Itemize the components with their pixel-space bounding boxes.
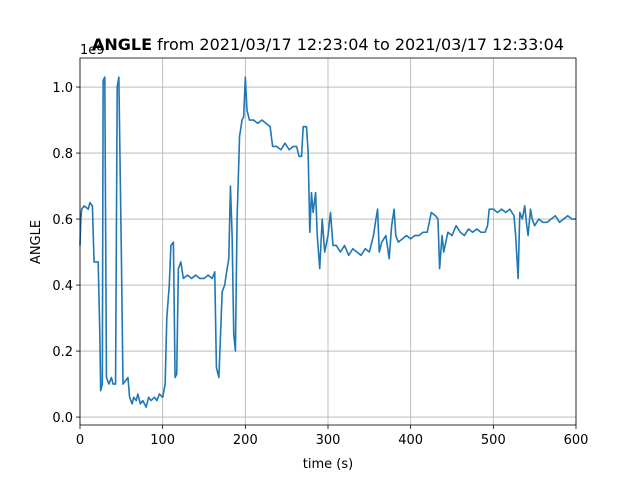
- title-bold: ANGLE: [92, 35, 152, 54]
- x-tick-label: 600: [564, 433, 589, 448]
- y-tick-label: 1.0: [52, 81, 73, 96]
- x-tick-label: 500: [481, 433, 506, 448]
- x-tick-label: 400: [398, 433, 423, 448]
- data-line: [79, 76, 576, 408]
- plot-frame: [79, 57, 577, 426]
- x-tick-label: 200: [233, 433, 258, 448]
- x-axis-label: time (s): [303, 457, 353, 472]
- y-tick-label: 0.8: [52, 147, 73, 162]
- y-offset-text: 1e9: [80, 43, 105, 58]
- y-axis-label: ANGLE: [29, 220, 44, 264]
- y-tick-label: 0.2: [52, 345, 73, 360]
- chart-title: ANGLE from 2021/03/17 12:23:04 to 2021/0…: [92, 35, 564, 54]
- title-rest: from 2021/03/17 12:23:04 to 2021/03/17 1…: [157, 35, 564, 54]
- y-tick-label: 0.6: [52, 213, 73, 228]
- x-tick-label: 0: [76, 433, 84, 448]
- x-tick-label: 300: [316, 433, 341, 448]
- y-tick-label: 0.4: [52, 279, 73, 294]
- y-tick-label: 0.0: [52, 411, 73, 426]
- x-tick-label: 100: [150, 433, 175, 448]
